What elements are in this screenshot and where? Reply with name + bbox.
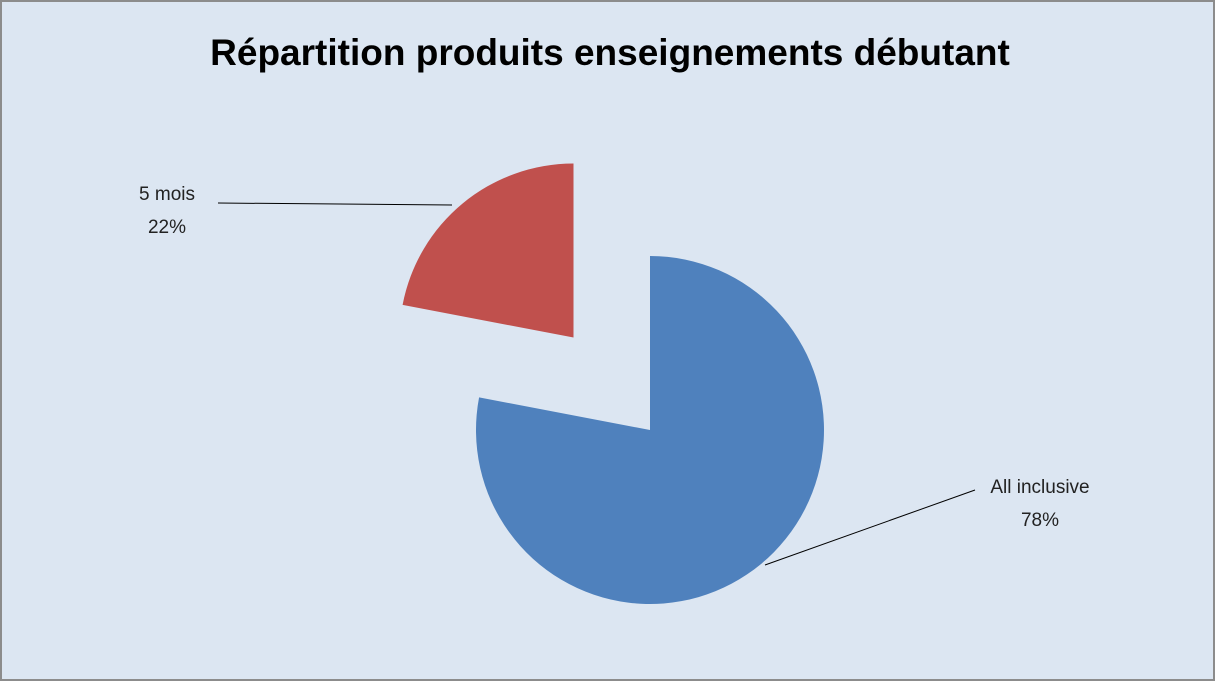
slice-value-label: 78% — [1021, 510, 1059, 531]
leader-line — [217, 202, 453, 206]
chart-title: Répartition produits enseignements début… — [210, 32, 1010, 73]
leader-line — [764, 489, 976, 566]
pie-slice — [476, 256, 825, 604]
slice-label: All inclusive — [990, 477, 1089, 498]
slice-label: 5 mois — [139, 184, 195, 205]
pie-slice — [402, 163, 574, 338]
slice-value-label: 22% — [148, 217, 186, 238]
